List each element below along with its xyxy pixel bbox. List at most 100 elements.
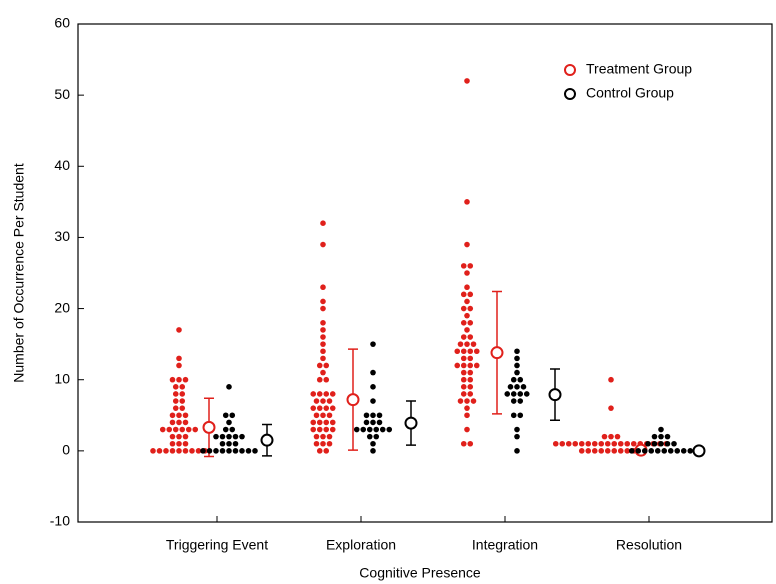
data-dot (320, 412, 326, 419)
data-dot (353, 426, 360, 433)
data-dot (323, 426, 330, 433)
data-dot (182, 376, 189, 383)
data-dot (320, 433, 326, 440)
data-dot (578, 440, 585, 447)
mean-marker (202, 420, 216, 434)
data-dot (245, 448, 252, 454)
data-dot (460, 369, 467, 376)
data-dot (159, 426, 166, 433)
data-dot (608, 405, 614, 411)
data-dot (598, 448, 605, 454)
data-dot (182, 440, 189, 447)
data-dot (316, 419, 323, 426)
data-dot (206, 448, 213, 454)
data-dot (239, 433, 245, 440)
data-dot (239, 448, 245, 454)
data-dot (320, 241, 326, 248)
data-dot (460, 376, 467, 383)
data-dot (185, 426, 192, 433)
data-dot (510, 376, 517, 383)
mean-marker (490, 346, 504, 360)
y-tick-label: 30 (54, 228, 70, 244)
data-dot (514, 384, 520, 390)
data-dot (326, 433, 333, 440)
y-tick-label: 20 (54, 299, 70, 315)
data-dot (460, 334, 467, 340)
data-dot (370, 448, 376, 454)
data-dot (604, 440, 611, 447)
data-dot (373, 426, 380, 433)
data-dot (520, 384, 527, 390)
data-dot (460, 384, 467, 390)
data-dot (517, 391, 524, 397)
data-dot (222, 426, 229, 433)
data-dot (329, 419, 336, 426)
data-dot (370, 412, 376, 419)
data-dot (514, 433, 520, 440)
data-dot (363, 419, 370, 426)
x-tick-label: Triggering Event (166, 537, 268, 553)
data-dot (373, 433, 380, 440)
data-dot (232, 440, 239, 447)
legend-label: Treatment Group (586, 61, 692, 77)
data-dot (163, 448, 169, 454)
x-tick-label: Resolution (616, 537, 682, 553)
data-dot (510, 391, 517, 397)
data-dot (467, 369, 474, 376)
data-dot (323, 362, 330, 369)
data-dot (219, 440, 226, 447)
data-dot (585, 448, 592, 454)
y-tick-label: -10 (50, 513, 70, 529)
data-dot (464, 298, 470, 305)
data-dot (316, 405, 323, 411)
data-dot (460, 348, 467, 355)
data-dot (222, 412, 229, 419)
data-dot (464, 412, 470, 419)
data-dot (192, 426, 199, 433)
data-dot (598, 440, 605, 447)
data-dot (514, 426, 520, 433)
data-dot (510, 412, 517, 419)
data-dot (176, 440, 182, 447)
data-dot (310, 391, 317, 397)
legend-marker (564, 64, 576, 76)
data-dot (661, 448, 668, 454)
data-dot (232, 448, 239, 454)
data-dot (176, 412, 182, 419)
data-dot (467, 305, 474, 312)
data-dot (370, 398, 376, 404)
data-dot (226, 440, 232, 447)
data-dot (213, 448, 219, 454)
data-dot (467, 263, 474, 269)
x-tick-label: Integration (472, 537, 538, 553)
data-dot (320, 284, 326, 291)
data-dot (150, 448, 156, 454)
data-dot (664, 433, 671, 440)
data-dot (320, 327, 326, 333)
data-dot (507, 384, 514, 390)
data-dot (674, 448, 681, 454)
data-dot (366, 433, 373, 440)
data-dot (473, 348, 480, 355)
y-tick-label: 50 (54, 86, 70, 102)
plot-frame (77, 23, 773, 523)
data-dot (370, 341, 376, 347)
data-dot (179, 384, 186, 390)
data-dot (219, 448, 226, 454)
data-dot (320, 334, 326, 340)
data-dot (460, 305, 467, 312)
data-dot (179, 391, 186, 397)
data-dot (213, 433, 219, 440)
data-dot (460, 291, 467, 298)
data-dot (323, 448, 330, 454)
data-dot (320, 305, 326, 312)
data-dot (310, 419, 317, 426)
data-dot (654, 448, 661, 454)
data-dot (470, 341, 477, 347)
data-dot (591, 448, 598, 454)
data-dot (320, 341, 326, 347)
data-dot (470, 398, 477, 404)
data-dot (179, 426, 186, 433)
data-dot (514, 362, 520, 369)
data-dot (454, 348, 461, 355)
